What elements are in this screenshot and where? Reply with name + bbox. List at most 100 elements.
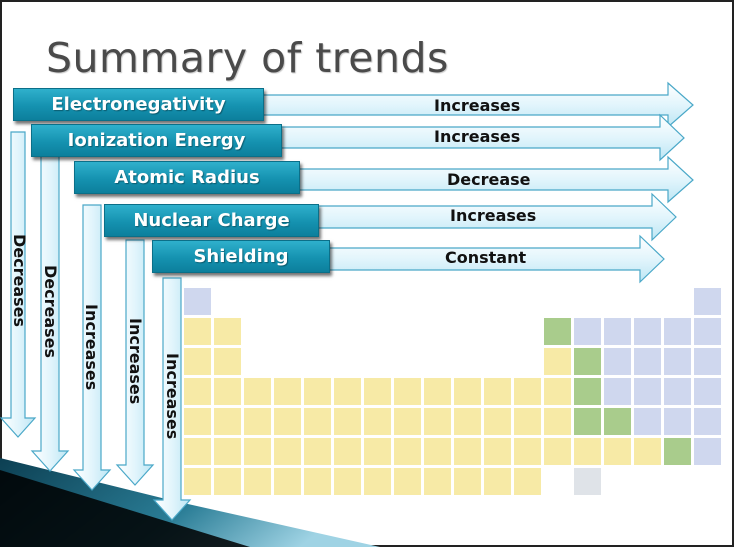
element-cell [604, 348, 631, 375]
empty-cell [334, 318, 361, 345]
element-cell [604, 318, 631, 345]
element-cell [394, 438, 421, 465]
empty-cell [454, 498, 481, 525]
empty-cell [694, 468, 721, 495]
empty-cell [334, 498, 361, 525]
element-cell [664, 438, 691, 465]
empty-cell [544, 468, 571, 495]
element-cell [634, 408, 661, 435]
element-cell [574, 378, 601, 405]
element-cell [424, 468, 451, 495]
empty-cell [634, 288, 661, 315]
arrow-down-shielding [152, 277, 192, 521]
empty-cell [424, 318, 451, 345]
empty-cell [544, 288, 571, 315]
empty-cell [334, 348, 361, 375]
label-atomic-radius: Atomic Radius [74, 161, 300, 194]
across-label-ionization-energy: Increases [434, 127, 521, 146]
empty-cell [274, 498, 301, 525]
element-cell [694, 408, 721, 435]
empty-cell [334, 288, 361, 315]
element-cell [274, 468, 301, 495]
empty-cell [424, 288, 451, 315]
empty-cell [514, 498, 541, 525]
empty-cell [274, 318, 301, 345]
element-cell [184, 348, 211, 375]
empty-cell [514, 288, 541, 315]
empty-cell [454, 318, 481, 345]
element-cell [214, 468, 241, 495]
element-cell [634, 318, 661, 345]
empty-cell [184, 498, 211, 525]
empty-cell [274, 348, 301, 375]
empty-cell [664, 468, 691, 495]
element-cell [664, 408, 691, 435]
empty-cell [424, 348, 451, 375]
empty-cell [574, 498, 601, 525]
element-cell [484, 468, 511, 495]
empty-cell [394, 498, 421, 525]
element-cell [394, 378, 421, 405]
element-cell [514, 378, 541, 405]
element-cell [664, 348, 691, 375]
element-cell [514, 438, 541, 465]
element-cell [694, 438, 721, 465]
element-cell [184, 408, 211, 435]
element-cell [574, 318, 601, 345]
empty-cell [364, 318, 391, 345]
element-cell [424, 378, 451, 405]
empty-cell [274, 288, 301, 315]
down-label-atomic-radius: Increases [82, 304, 101, 391]
empty-cell [304, 288, 331, 315]
element-cell [694, 318, 721, 345]
element-cell [364, 468, 391, 495]
empty-cell [634, 498, 661, 525]
element-cell [214, 318, 241, 345]
element-cell [424, 408, 451, 435]
element-cell [454, 468, 481, 495]
element-cell [574, 438, 601, 465]
element-cell [184, 288, 211, 315]
empty-cell [484, 498, 511, 525]
arrow-down-ionization-energy [30, 154, 70, 472]
element-cell [304, 468, 331, 495]
element-cell [274, 408, 301, 435]
empty-cell [304, 318, 331, 345]
element-cell [244, 438, 271, 465]
element-cell [364, 378, 391, 405]
arrow-right-atomic-radius [297, 155, 694, 204]
empty-cell [424, 498, 451, 525]
across-label-atomic-radius: Decrease [447, 170, 531, 189]
element-cell [334, 468, 361, 495]
empty-cell [304, 498, 331, 525]
element-cell [544, 318, 571, 345]
element-cell [544, 378, 571, 405]
empty-cell [604, 468, 631, 495]
element-cell [454, 408, 481, 435]
element-cell [604, 438, 631, 465]
empty-cell [394, 288, 421, 315]
empty-cell [574, 288, 601, 315]
slide-title: Summary of trends [46, 34, 449, 82]
element-cell [364, 408, 391, 435]
empty-cell [394, 318, 421, 345]
element-cell [184, 318, 211, 345]
element-cell [454, 378, 481, 405]
element-cell [514, 468, 541, 495]
arrow-right-ionization-energy [279, 113, 685, 162]
element-cell [394, 408, 421, 435]
down-label-nuclear-charge: Increases [126, 318, 145, 405]
empty-cell [304, 348, 331, 375]
element-cell [184, 378, 211, 405]
empty-cell [364, 498, 391, 525]
empty-cell [214, 498, 241, 525]
element-cell [634, 348, 661, 375]
label-ionization-energy: Ionization Energy [31, 124, 282, 157]
element-cell [664, 378, 691, 405]
element-cell [274, 378, 301, 405]
empty-cell [544, 498, 571, 525]
empty-cell [484, 318, 511, 345]
element-cell [604, 408, 631, 435]
element-cell [304, 408, 331, 435]
